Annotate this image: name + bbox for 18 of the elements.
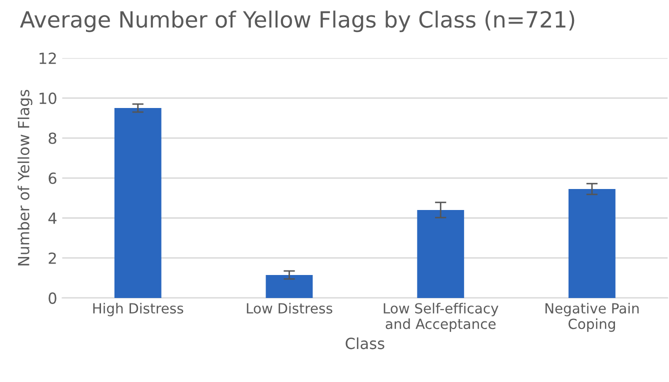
chart-title: Average Number of Yellow Flags by Class (n=721) xyxy=(20,10,574,32)
x-tick-label: Negative Pain Coping xyxy=(546,302,639,332)
y-tick-label: 12 xyxy=(40,52,56,64)
bar xyxy=(568,189,616,298)
x-tick-label: High Distress xyxy=(93,302,184,316)
bar xyxy=(266,274,313,298)
bar xyxy=(114,108,162,298)
x-tick-label: Low Self-efficacy and Acceptance xyxy=(384,302,498,332)
y-tick-label: 8 xyxy=(48,132,56,144)
y-tick-label: 10 xyxy=(40,92,56,104)
x-axis-title: Class xyxy=(346,337,384,350)
bar xyxy=(417,210,464,298)
y-tick-label: 2 xyxy=(48,252,56,264)
y-axis-title: Number of Yellow Flags xyxy=(18,90,32,266)
y-tick-label: 4 xyxy=(48,212,56,224)
x-tick-label: Low Distress xyxy=(246,302,332,314)
y-tick-label: 0 xyxy=(48,292,56,304)
y-tick-label: 6 xyxy=(48,172,56,184)
